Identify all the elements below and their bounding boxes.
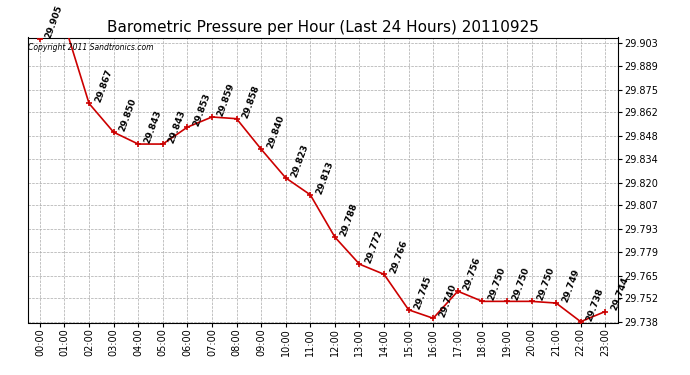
- Text: 29.745: 29.745: [413, 274, 433, 310]
- Text: 29.843: 29.843: [142, 109, 163, 145]
- Text: 29.750: 29.750: [486, 266, 507, 302]
- Text: 29.813: 29.813: [315, 160, 335, 195]
- Text: 29.843: 29.843: [167, 109, 188, 145]
- Text: 29.823: 29.823: [290, 143, 310, 178]
- Text: 29.738: 29.738: [585, 286, 605, 322]
- Title: Barometric Pressure per Hour (Last 24 Hours) 20110925: Barometric Pressure per Hour (Last 24 Ho…: [107, 20, 538, 35]
- Text: 29.905: 29.905: [44, 4, 64, 40]
- Text: 29.740: 29.740: [437, 283, 457, 319]
- Text: 29.867: 29.867: [93, 68, 114, 104]
- Text: 29.750: 29.750: [535, 266, 556, 302]
- Text: 29.772: 29.772: [364, 229, 384, 265]
- Text: 29.788: 29.788: [339, 202, 359, 238]
- Text: 29.914: 29.914: [0, 374, 1, 375]
- Text: 29.853: 29.853: [192, 92, 212, 128]
- Text: 29.858: 29.858: [241, 84, 261, 119]
- Text: 29.744: 29.744: [609, 276, 630, 312]
- Text: 29.840: 29.840: [265, 114, 286, 150]
- Text: 29.766: 29.766: [388, 239, 408, 275]
- Text: 29.850: 29.850: [118, 97, 138, 133]
- Text: 29.750: 29.750: [511, 266, 531, 302]
- Text: Copyright 2011 Sandtronics.com: Copyright 2011 Sandtronics.com: [28, 43, 154, 52]
- Text: 29.859: 29.859: [216, 82, 237, 118]
- Text: 29.756: 29.756: [462, 256, 482, 292]
- Text: 29.749: 29.749: [560, 268, 581, 304]
